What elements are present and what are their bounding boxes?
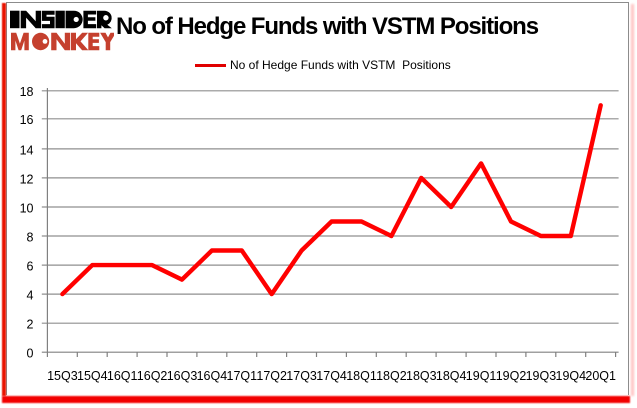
svg-text:4: 4 [27,289,34,303]
svg-text:18: 18 [20,85,34,99]
svg-text:18Q2: 18Q2 [376,369,407,383]
svg-text:12: 12 [20,172,34,186]
svg-text:17Q4: 17Q4 [316,369,347,383]
svg-text:0: 0 [27,347,34,361]
svg-text:8: 8 [27,230,34,244]
svg-text:18Q4: 18Q4 [436,369,467,383]
svg-text:16Q1: 16Q1 [107,369,138,383]
svg-text:6: 6 [27,260,34,274]
svg-text:20Q1: 20Q1 [585,369,616,383]
svg-text:19Q3: 19Q3 [526,369,557,383]
svg-text:18Q1: 18Q1 [346,369,377,383]
svg-text:14: 14 [20,143,34,157]
svg-text:19Q1: 19Q1 [466,369,497,383]
svg-text:16Q2: 16Q2 [137,369,168,383]
svg-text:19Q2: 19Q2 [496,369,527,383]
svg-text:17Q1: 17Q1 [227,369,258,383]
svg-text:17Q3: 17Q3 [286,369,317,383]
svg-text:18Q3: 18Q3 [406,369,437,383]
svg-text:15Q3: 15Q3 [47,369,78,383]
svg-text:16Q4: 16Q4 [197,369,228,383]
svg-text:15Q4: 15Q4 [77,369,108,383]
svg-text:16: 16 [20,113,34,127]
svg-text:2: 2 [27,318,34,332]
svg-text:19Q4: 19Q4 [556,369,587,383]
svg-text:17Q2: 17Q2 [256,369,287,383]
svg-text:10: 10 [20,201,34,215]
svg-text:16Q3: 16Q3 [167,369,198,383]
